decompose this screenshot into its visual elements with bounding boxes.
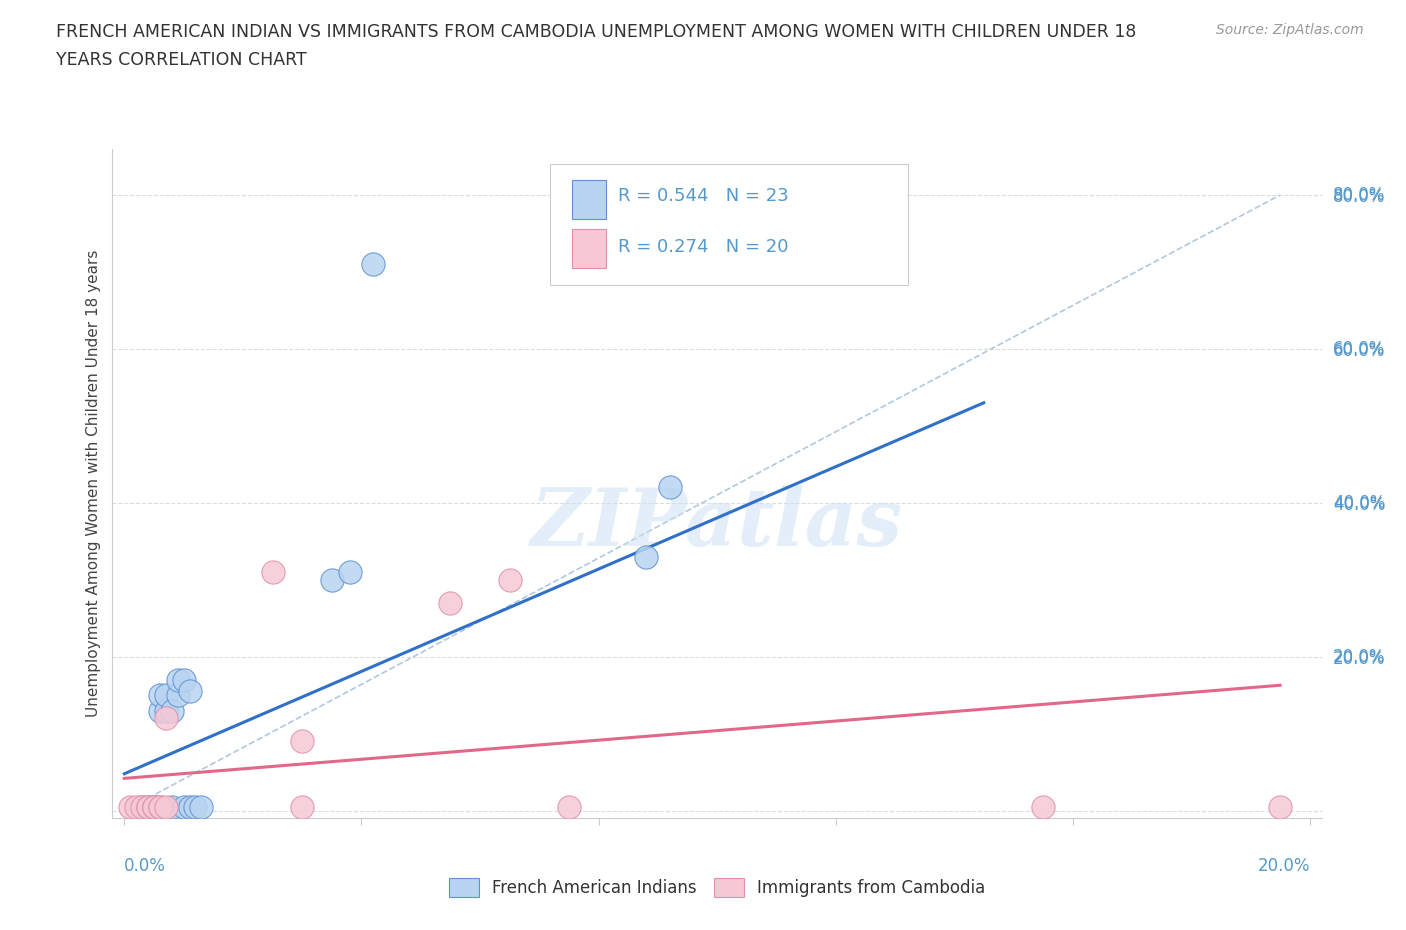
Point bbox=[321, 572, 343, 587]
Text: 40.0%: 40.0% bbox=[1333, 494, 1385, 512]
Point bbox=[143, 800, 166, 815]
Point bbox=[143, 800, 166, 815]
Text: 20.0%: 20.0% bbox=[1333, 648, 1385, 666]
Point bbox=[173, 800, 195, 815]
Text: FRENCH AMERICAN INDIAN VS IMMIGRANTS FROM CAMBODIA UNEMPLOYMENT AMONG WOMEN WITH: FRENCH AMERICAN INDIAN VS IMMIGRANTS FRO… bbox=[56, 23, 1136, 41]
Point bbox=[131, 800, 153, 815]
Text: YEARS CORRELATION CHART: YEARS CORRELATION CHART bbox=[56, 51, 307, 69]
Legend: French American Indians, Immigrants from Cambodia: French American Indians, Immigrants from… bbox=[449, 878, 986, 897]
Point bbox=[125, 800, 148, 815]
Point bbox=[262, 565, 284, 579]
Point bbox=[136, 800, 159, 815]
Point bbox=[149, 688, 172, 703]
Point bbox=[136, 800, 159, 815]
Point bbox=[149, 703, 172, 718]
Text: 60.0%: 60.0% bbox=[1333, 339, 1385, 358]
Text: 0.0%: 0.0% bbox=[124, 857, 166, 875]
Text: 80.0%: 80.0% bbox=[1333, 186, 1385, 204]
Point bbox=[131, 800, 153, 815]
FancyBboxPatch shape bbox=[572, 180, 606, 219]
Point bbox=[149, 800, 172, 815]
Point bbox=[143, 800, 166, 815]
Point bbox=[173, 672, 195, 687]
Text: R = 0.274   N = 20: R = 0.274 N = 20 bbox=[617, 237, 789, 256]
Point bbox=[155, 688, 177, 703]
Text: Source: ZipAtlas.com: Source: ZipAtlas.com bbox=[1216, 23, 1364, 37]
Point bbox=[558, 800, 581, 815]
Point bbox=[166, 672, 188, 687]
Point bbox=[155, 711, 177, 725]
Point bbox=[136, 800, 159, 815]
Point bbox=[179, 800, 201, 815]
Point bbox=[184, 800, 207, 815]
Point bbox=[1032, 800, 1054, 815]
Point bbox=[439, 595, 461, 610]
Point bbox=[658, 480, 681, 495]
Point bbox=[160, 800, 183, 815]
Point bbox=[361, 257, 384, 272]
Point bbox=[143, 800, 166, 815]
Text: R = 0.544   N = 23: R = 0.544 N = 23 bbox=[617, 187, 789, 205]
Point bbox=[634, 550, 657, 565]
Point bbox=[160, 703, 183, 718]
Point bbox=[143, 800, 166, 815]
Y-axis label: Unemployment Among Women with Children Under 18 years: Unemployment Among Women with Children U… bbox=[86, 250, 101, 717]
Point bbox=[179, 684, 201, 698]
Point bbox=[155, 800, 177, 815]
Point bbox=[190, 800, 212, 815]
Point bbox=[155, 703, 177, 718]
FancyBboxPatch shape bbox=[550, 164, 908, 285]
Point bbox=[339, 565, 361, 579]
Point bbox=[498, 572, 520, 587]
Text: 20.0%: 20.0% bbox=[1257, 857, 1310, 875]
Point bbox=[1268, 800, 1291, 815]
Point bbox=[291, 800, 314, 815]
FancyBboxPatch shape bbox=[572, 229, 606, 268]
Point bbox=[149, 800, 172, 815]
Text: ZIPatlas: ZIPatlas bbox=[531, 485, 903, 563]
Point bbox=[166, 688, 188, 703]
Point bbox=[291, 734, 314, 749]
Point bbox=[120, 800, 142, 815]
